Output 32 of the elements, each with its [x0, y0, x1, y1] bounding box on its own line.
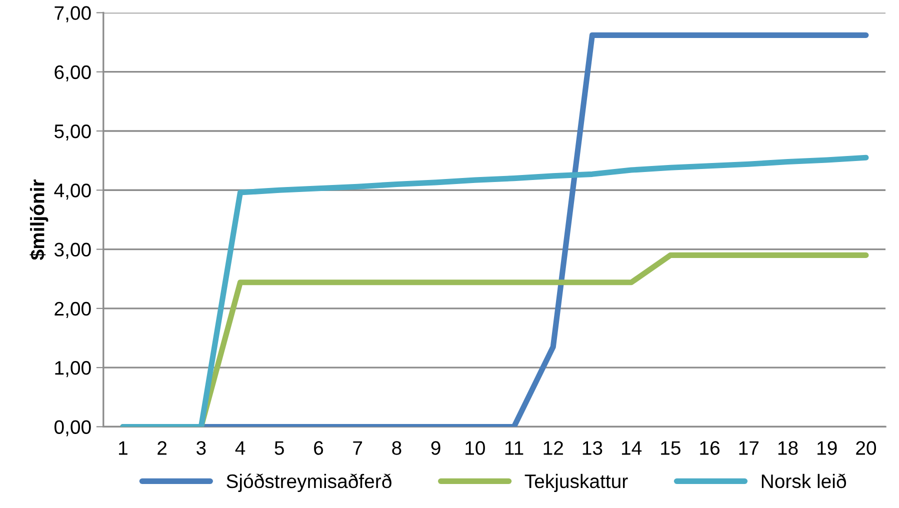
- y-axis-title: $miljónir: [30, 179, 48, 260]
- legend-label: Tekjuskattur: [524, 474, 628, 492]
- x-tick-label: 13: [582, 441, 602, 455]
- x-tick-label: 15: [661, 441, 680, 455]
- y-tick-label: 2,00: [54, 302, 91, 318]
- y-tick-label: 1,00: [55, 361, 91, 378]
- x-tick-label: 18: [778, 441, 798, 455]
- x-tick-label: 11: [505, 441, 524, 455]
- x-tick-label: 8: [392, 441, 402, 455]
- x-tick-label: 16: [700, 441, 720, 455]
- x-tick-label: 2: [158, 441, 166, 455]
- x-tick-label: 19: [818, 441, 837, 455]
- x-tick-label: 6: [314, 441, 324, 455]
- x-tick-label: 12: [544, 441, 563, 455]
- x-tick-label: 5: [274, 441, 284, 455]
- legend-label: Norsk leið: [762, 474, 846, 488]
- y-tick-label: 0,00: [54, 420, 91, 436]
- x-tick-label: 10: [466, 441, 485, 455]
- y-tick-label: 4,00: [54, 184, 91, 200]
- y-tick-label: 6,00: [54, 65, 91, 82]
- x-tick-label: 14: [622, 441, 642, 455]
- x-tick-label: 17: [739, 441, 758, 455]
- x-tick-label: 3: [196, 441, 206, 455]
- x-tick-label: 1: [119, 441, 128, 455]
- x-tick-label: 9: [431, 441, 440, 455]
- x-tick-label: 4: [235, 441, 246, 455]
- x-tick-label: 20: [856, 441, 876, 455]
- y-tick-label: 5,00: [54, 124, 91, 141]
- y-tick-label: 7,00: [54, 6, 91, 22]
- x-tick-label: 7: [353, 441, 362, 455]
- y-tick-label: 3,00: [54, 242, 91, 259]
- legend-label: Sjóðstreymisaðferð: [226, 474, 392, 492]
